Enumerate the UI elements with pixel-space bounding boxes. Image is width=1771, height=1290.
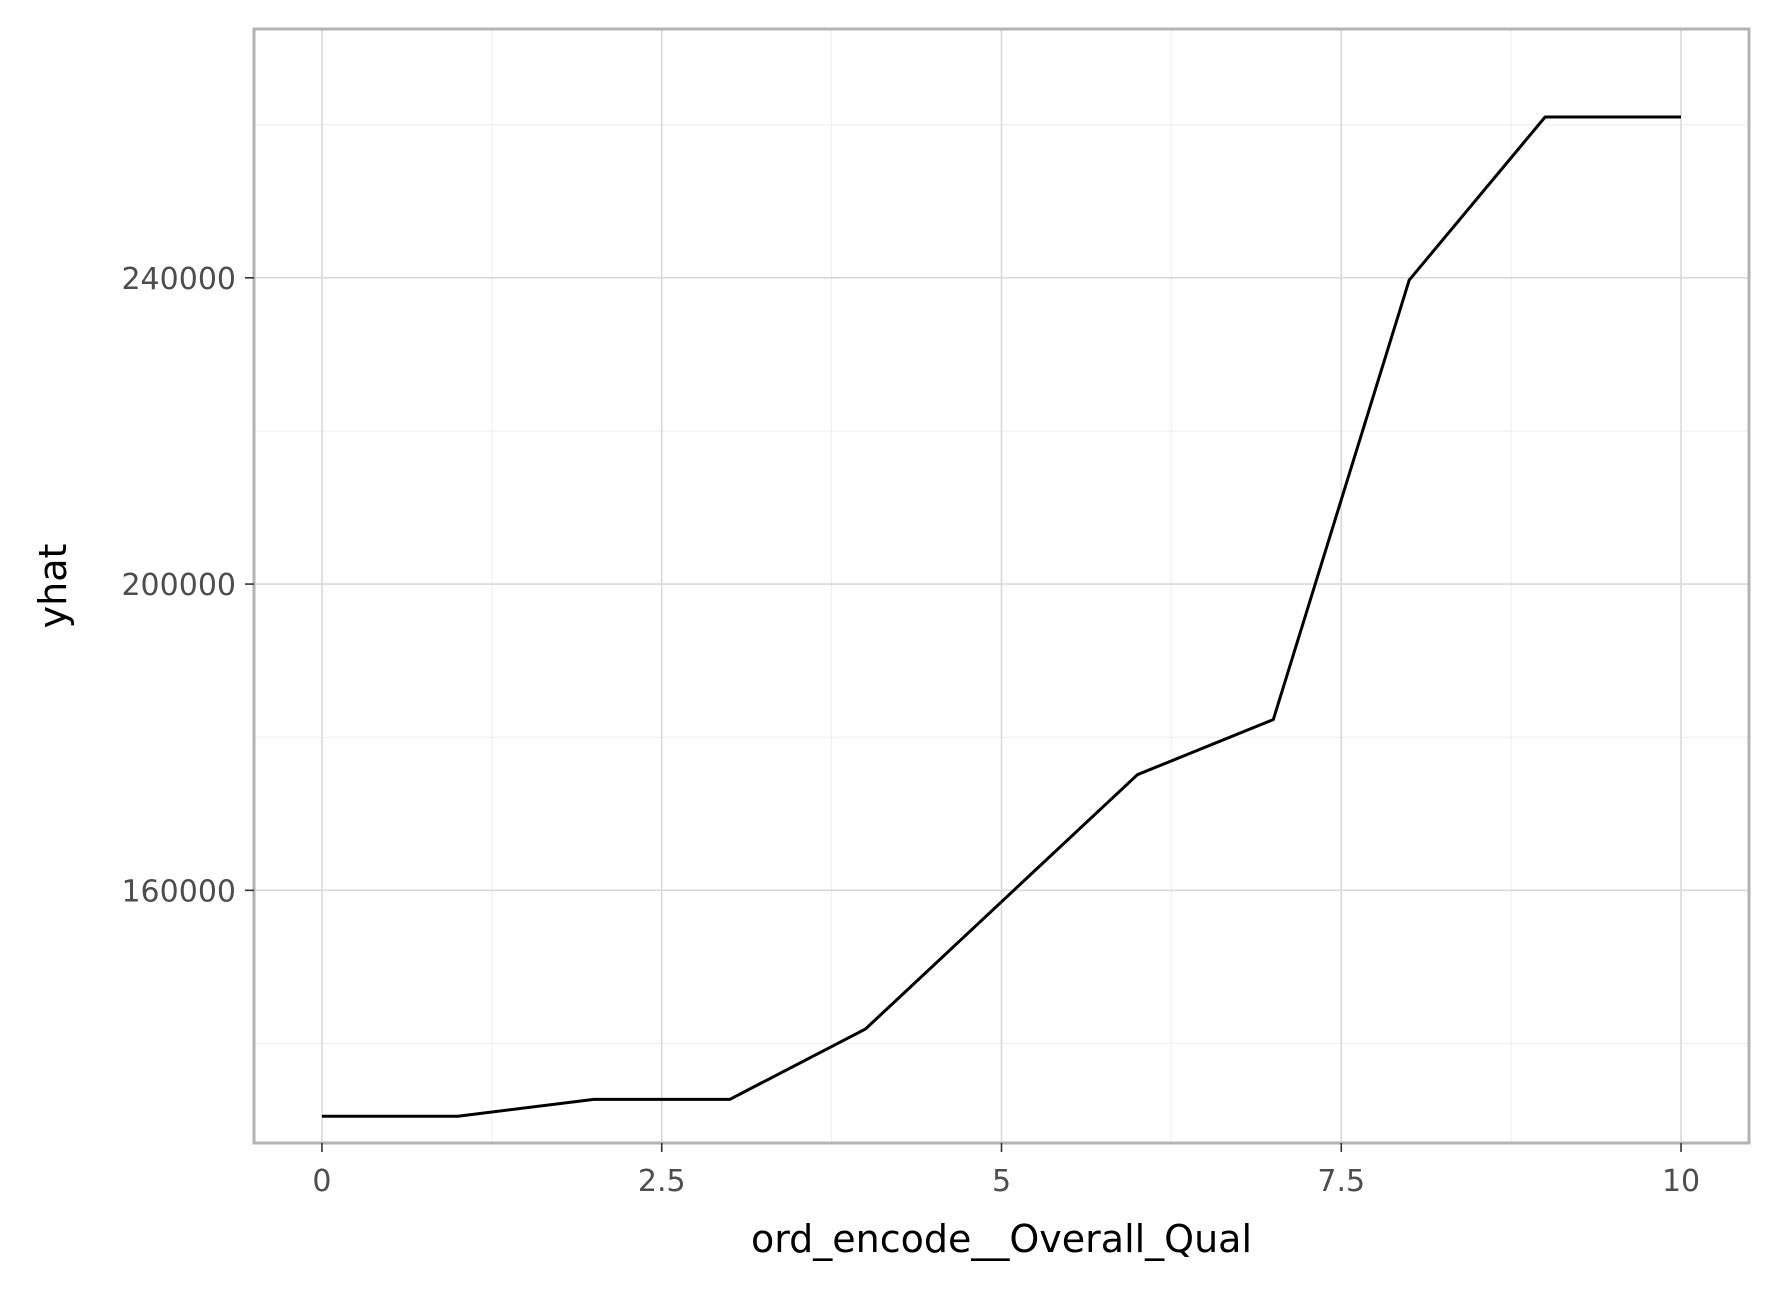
y-tick-label: 200000: [121, 568, 236, 603]
y-tick-label: 240000: [121, 262, 236, 297]
major-gridlines: [254, 29, 1749, 1143]
x-axis-title: ord_encode__Overall_Qual: [751, 1217, 1252, 1261]
x-tick-label: 0: [312, 1164, 331, 1199]
y-axis-ticks: 160000 200000 240000: [121, 262, 254, 909]
x-tick-label: 7.5: [1317, 1164, 1365, 1199]
x-axis-ticks: 0 2.5 5 7.5 10: [312, 1143, 1700, 1199]
y-tick-label: 160000: [121, 874, 236, 909]
series-line-0: [322, 115, 1681, 1118]
x-tick-label: 10: [1662, 1164, 1700, 1199]
x-tick-label: 5: [992, 1164, 1011, 1199]
y-axis-title: yhat: [31, 544, 75, 629]
series-layer: [322, 115, 1681, 1118]
x-tick-label: 2.5: [638, 1164, 686, 1199]
